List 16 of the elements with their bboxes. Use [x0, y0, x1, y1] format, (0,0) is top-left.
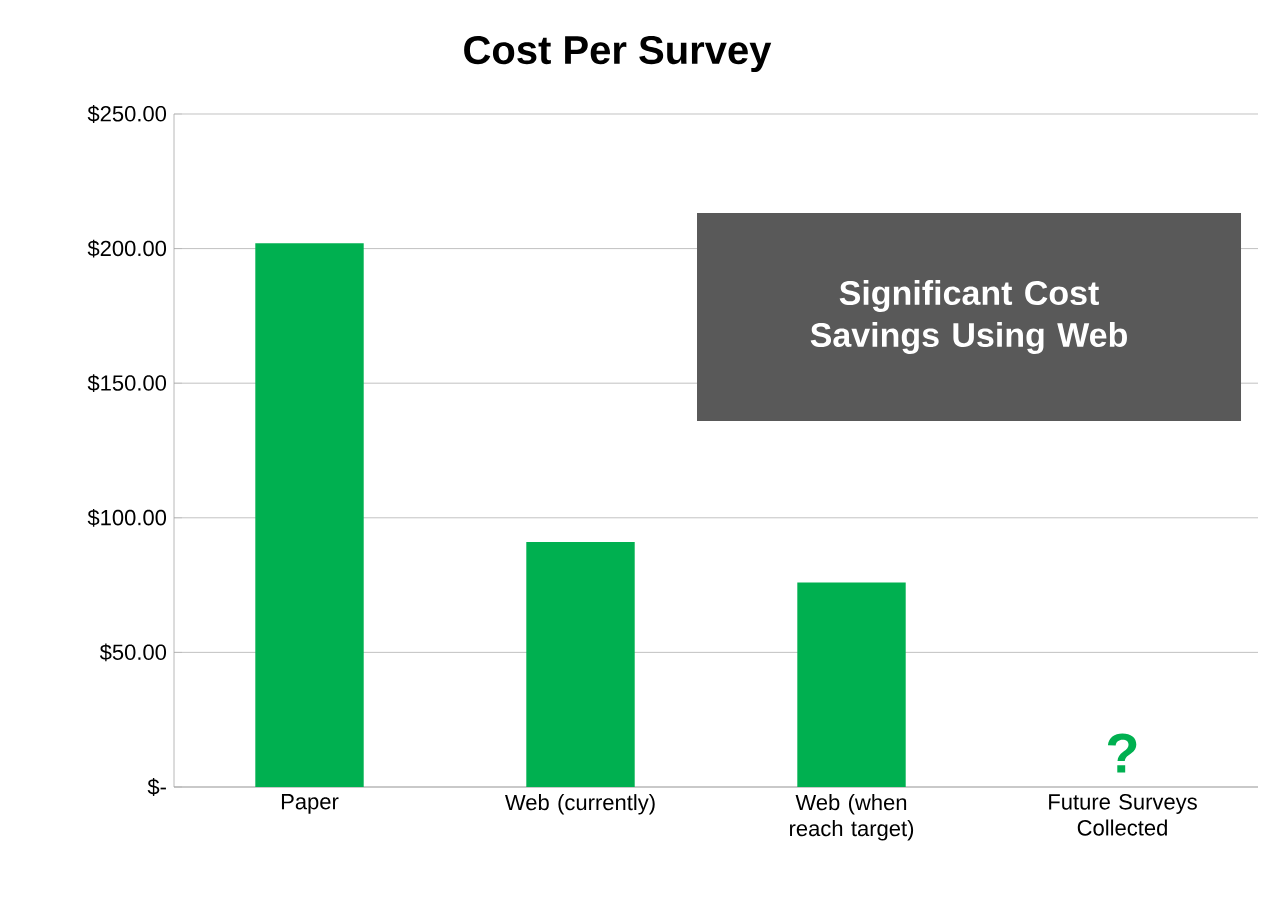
y-tick-label: $200.00 [87, 239, 167, 258]
bar [255, 243, 364, 787]
y-tick-label: $100.00 [87, 508, 167, 527]
y-tick-label: $150.00 [87, 374, 167, 393]
bar [526, 542, 635, 787]
y-tick-label: $- [147, 778, 166, 796]
y-tick-label: $50.00 [99, 643, 167, 662]
bar [797, 582, 906, 787]
annotation: ? [1107, 733, 1137, 773]
x-tick-label: Web (when reach target) [790, 794, 914, 841]
y-tick-label: $250.00 [87, 105, 167, 123]
annotation: Significant Cost Savings Using Web [810, 280, 1127, 354]
x-tick-label: Web (currently) [505, 794, 655, 815]
x-tick-label: Future Surveys Collected [1049, 794, 1197, 836]
chart-title: Cost Per Survey [464, 35, 772, 73]
x-tick-label: Paper [281, 794, 339, 814]
